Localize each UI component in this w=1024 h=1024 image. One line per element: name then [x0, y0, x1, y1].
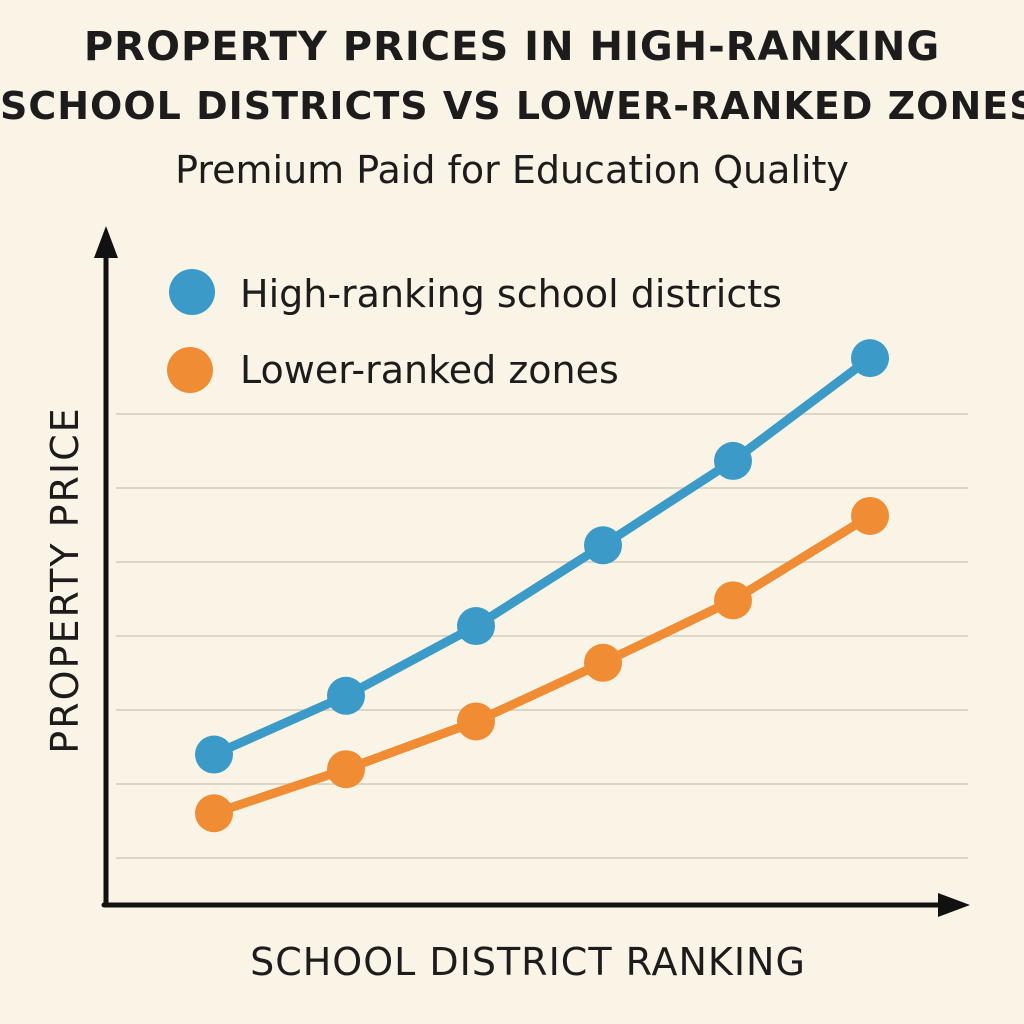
series-layer	[195, 339, 889, 833]
legend-label-high: High-ranking school districts	[240, 272, 782, 316]
data-point-low-1	[195, 794, 233, 833]
data-point-low-5	[714, 581, 752, 620]
data-point-high-6	[851, 339, 889, 378]
legend-marker-high	[169, 269, 215, 315]
axes	[94, 226, 970, 917]
data-point-high-2	[327, 676, 365, 715]
legend: High-ranking school districts Lower-rank…	[167, 269, 782, 393]
data-point-low-4	[584, 643, 622, 682]
series-line-high	[209, 353, 875, 760]
data-point-low-6	[851, 496, 889, 535]
legend-label-low: Lower-ranked zones	[240, 348, 619, 392]
data-point-low-2	[327, 750, 365, 789]
chart-subtitle: Premium Paid for Education Quality	[175, 148, 849, 192]
data-point-low-3	[457, 702, 495, 741]
x-axis-title: SCHOOL DISTRICT RANKING	[250, 940, 806, 984]
data-point-high-3	[457, 607, 495, 646]
data-point-high-1	[195, 735, 233, 774]
chart-title-line-2: SCHOOL DISTRICTS VS LOWER-RANKED ZONES	[0, 84, 1024, 128]
y-axis-arrowhead	[94, 226, 118, 258]
chart-title-line-1: PROPERTY PRICES IN HIGH-RANKING	[83, 24, 941, 70]
y-axis-title: PROPERTY PRICE	[43, 406, 87, 753]
x-axis-arrowhead	[938, 893, 970, 917]
gridlines	[116, 413, 968, 859]
legend-marker-low	[167, 347, 213, 393]
data-point-high-5	[714, 441, 752, 480]
data-point-high-4	[584, 526, 622, 565]
series-line-low	[209, 511, 875, 818]
